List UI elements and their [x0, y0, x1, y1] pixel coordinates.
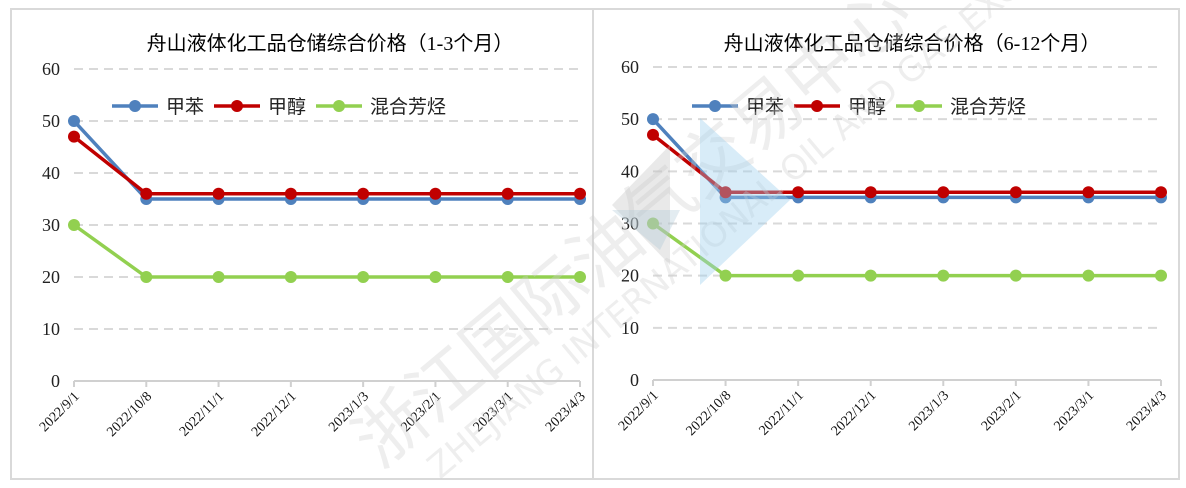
- data-point: [1155, 186, 1167, 199]
- x-tick-label: 2022/9/1: [37, 389, 83, 435]
- data-point: [284, 187, 297, 200]
- y-tick-label: 50: [42, 111, 60, 131]
- line-chart-short-term: 舟山液体化工品仓储综合价格（1-3个月） 0 10 20 30 40 50 60 2022/9/…: [37, 32, 589, 440]
- y-tick-label: 60: [42, 59, 60, 79]
- y-tick-label: 50: [621, 109, 639, 129]
- data-point: [212, 271, 225, 283]
- y-tick-label: 40: [621, 161, 639, 181]
- y-tick-label: 60: [621, 57, 639, 77]
- data-point: [357, 187, 370, 200]
- x-tick-label: 2022/12/1: [829, 388, 880, 439]
- y-tick-label: 30: [621, 214, 639, 234]
- x-tick-label: 2022/12/1: [249, 389, 300, 440]
- data-point: [140, 271, 153, 283]
- y-tick-label: 20: [42, 267, 60, 287]
- data-point: [647, 128, 659, 141]
- chart-title: 舟山液体化工品仓储综合价格（6-12个月）: [724, 32, 1101, 55]
- data-point: [719, 186, 732, 199]
- data-point: [429, 271, 442, 283]
- legend-marker-icon: [129, 100, 141, 112]
- x-tick-label: 2023/2/1: [979, 388, 1025, 434]
- data-point: [212, 187, 225, 200]
- data-point: [864, 186, 877, 199]
- series-line: [651, 222, 1161, 278]
- legend-marker-icon: [709, 100, 721, 112]
- data-point: [1082, 186, 1095, 199]
- series-line: [72, 223, 580, 279]
- data-point: [284, 271, 297, 283]
- data-point: [647, 217, 659, 230]
- y-tick-label: 10: [621, 318, 639, 338]
- legend-marker-icon: [333, 100, 345, 112]
- data-point: [68, 219, 80, 231]
- x-tick-label: 2023/1/3: [326, 389, 372, 435]
- data-point: [792, 186, 805, 199]
- data-point: [140, 187, 153, 200]
- legend-label: 甲苯: [166, 96, 204, 118]
- data-point: [937, 186, 950, 199]
- y-tick-label: 0: [630, 370, 639, 390]
- data-point: [357, 271, 370, 283]
- legend-marker-icon: [913, 100, 925, 112]
- data-point: [1009, 186, 1022, 199]
- legend-label: 甲醇: [268, 96, 306, 118]
- data-point: [864, 269, 877, 282]
- data-point: [501, 187, 514, 200]
- data-point: [429, 187, 442, 200]
- series-line: [651, 117, 1161, 200]
- legend: 甲苯 甲醇 混合芳烃: [692, 96, 1026, 118]
- x-tick-label: 2022/11/1: [757, 388, 807, 438]
- series-2: [68, 219, 586, 283]
- chart-title: 舟山液体化工品仓储综合价格（1-3个月）: [147, 32, 514, 55]
- data-point: [1009, 269, 1022, 282]
- legend-label: 混合芳烃: [370, 96, 446, 118]
- legend-label: 甲苯: [746, 96, 784, 118]
- data-point: [647, 113, 659, 126]
- legend-marker-icon: [231, 100, 243, 112]
- chart-panel-right: 舟山液体化工品仓储综合价格（6-12个月） 0 10 20 30 40 50 60 2022/9…: [592, 8, 1180, 480]
- data-point: [937, 269, 950, 282]
- x-tick-label: 2022/10/8: [684, 388, 735, 439]
- legend-label: 混合芳烃: [950, 96, 1026, 118]
- x-tick-label: 2023/3/1: [471, 389, 517, 435]
- y-tick-label: 0: [51, 371, 60, 391]
- series-line: [651, 133, 1161, 194]
- data-point: [792, 269, 805, 282]
- series-1: [647, 128, 1167, 199]
- series-1: [68, 130, 586, 200]
- data-point: [68, 130, 80, 143]
- chart-panel-left: 舟山液体化工品仓储综合价格（1-3个月） 0 10 20 30 40 50 60 2022/9/…: [10, 8, 594, 480]
- data-point: [1155, 269, 1167, 282]
- series-line: [72, 135, 580, 196]
- x-tick-label: 2023/3/1: [1051, 388, 1097, 434]
- y-tick-label: 40: [42, 163, 60, 183]
- line-chart-long-term: 舟山液体化工品仓储综合价格（6-12个月） 0 10 20 30 40 50 60 2022/9…: [616, 32, 1170, 439]
- legend-label: 甲醇: [848, 96, 886, 118]
- y-tick-label: 20: [621, 266, 639, 286]
- legend-marker-icon: [811, 100, 823, 112]
- series-2: [647, 217, 1167, 282]
- x-tick-label: 2022/11/1: [177, 389, 227, 439]
- data-point: [68, 115, 80, 127]
- data-point: [574, 271, 586, 283]
- x-tick-label: 2023/1/3: [906, 388, 952, 434]
- data-point: [574, 187, 586, 200]
- y-tick-label: 10: [42, 319, 60, 339]
- legend: 甲苯 甲醇 混合芳烃: [112, 96, 446, 118]
- y-tick-label: 30: [42, 215, 60, 235]
- x-tick-label: 2022/9/1: [616, 388, 662, 434]
- data-point: [1082, 269, 1095, 282]
- x-tick-label: 2022/10/8: [104, 389, 155, 440]
- series-line: [72, 119, 580, 201]
- data-point: [719, 269, 732, 282]
- x-tick-label: 2023/4/3: [543, 389, 589, 435]
- x-tick-label: 2023/4/3: [1124, 388, 1170, 434]
- data-point: [501, 271, 514, 283]
- x-tick-label: 2023/2/1: [398, 389, 444, 435]
